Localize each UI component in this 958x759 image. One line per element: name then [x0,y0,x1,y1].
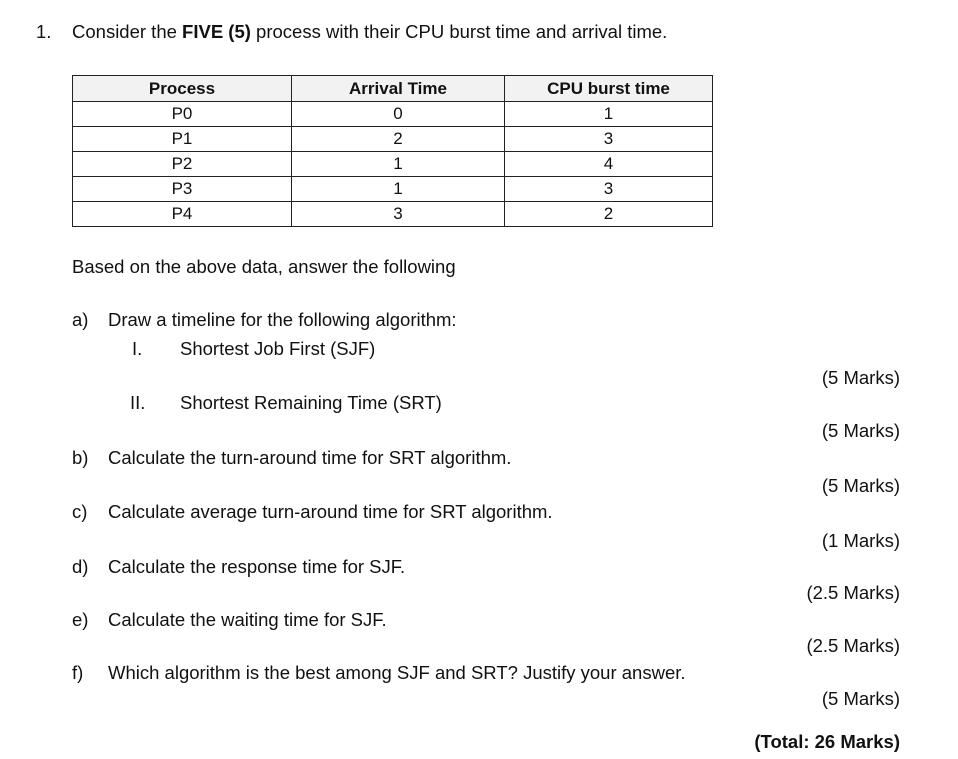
cell: 2 [504,201,713,227]
cell: P2 [72,151,292,177]
header-arrival: Arrival Time [291,75,505,102]
cell: 0 [291,101,505,127]
part-e-marks: (2.5 Marks) [806,635,900,656]
header-burst: CPU burst time [504,75,713,102]
part-a-label: a) [72,309,89,330]
header-process: Process [72,75,292,102]
cell: P4 [72,201,292,227]
cell: 2 [291,126,505,152]
part-b-text: Calculate the turn-around time for SRT a… [108,447,512,468]
part-f-marks: (5 Marks) [821,688,900,709]
part-a1-text: Shortest Job First (SJF) [180,338,376,359]
part-d-marks: (2.5 Marks) [806,582,900,603]
part-b-marks: (5 Marks) [821,475,900,496]
question-intro: Consider the FIVE (5) process with their… [72,21,667,43]
cell: P3 [72,176,292,202]
table-row: P0 0 1 [72,101,713,127]
process-table: Process Arrival Time CPU burst time P0 0 1… [72,75,713,227]
part-e-text: Calculate the waiting time for SJF. [108,609,387,630]
cell: P1 [72,126,292,152]
cell: 3 [504,126,713,152]
cell: 4 [504,151,713,177]
part-d-text: Calculate the response time for SJF. [108,556,406,577]
part-c-text: Calculate average turn-around time for S… [108,501,553,522]
cell: P0 [72,101,292,127]
cell: 3 [291,201,505,227]
part-a2-label: II. [130,392,146,413]
cell: 1 [291,176,505,202]
part-e-label: e) [72,609,89,630]
part-c-label: c) [72,501,88,522]
part-f-text: Which algorithm is the best among SJF an… [108,662,686,683]
table-row: P1 2 3 [72,126,713,152]
table-row: P2 1 4 [72,151,713,177]
part-a2-text: Shortest Remaining Time (SRT) [180,392,442,413]
part-f-label: f) [72,662,84,683]
table-row: P4 3 2 [72,201,713,227]
part-a1-marks: (5 Marks) [821,367,900,388]
intro-text-end: process with their CPU burst time and ar… [250,21,668,42]
table-header-row: Process Arrival Time CPU burst time [72,75,713,102]
cell: 1 [504,101,713,127]
part-b-label: b) [72,447,89,468]
question-number: 1. [36,21,52,42]
intro-text: Consider the [72,21,183,42]
intro-bold: FIVE (5) [182,21,251,42]
part-c-marks: (1 Marks) [821,530,900,551]
part-d-label: d) [72,556,89,577]
part-a-text: Draw a timeline for the following algori… [108,309,457,330]
part-a1-label: I. [132,338,143,359]
part-a2-marks: (5 Marks) [821,420,900,441]
total-marks: (Total: 26 Marks) [754,731,900,752]
cell: 1 [291,151,505,177]
cell: 3 [504,176,713,202]
lead-in: Based on the above data, answer the foll… [72,256,456,277]
table-row: P3 1 3 [72,176,713,202]
